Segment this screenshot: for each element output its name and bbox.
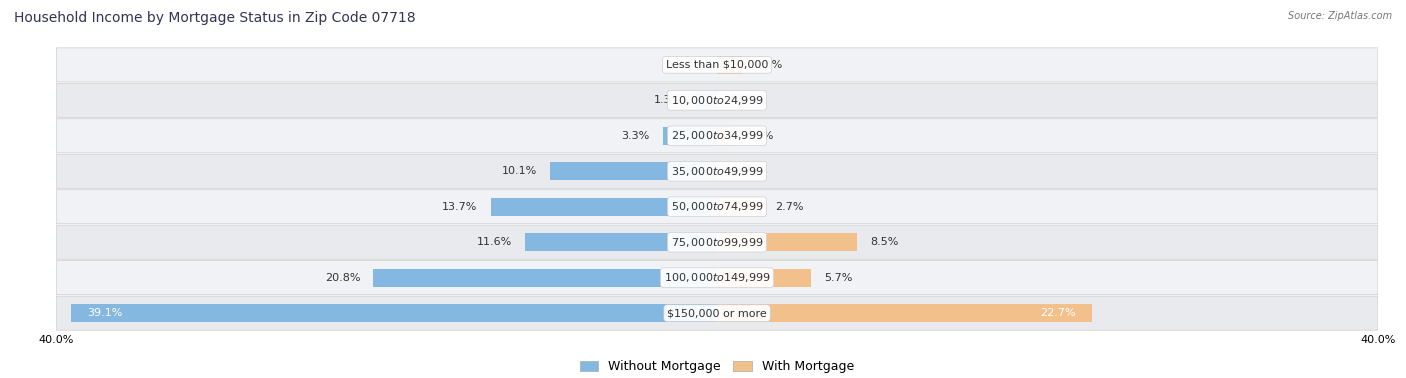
FancyBboxPatch shape xyxy=(56,190,1378,224)
Text: 0.9%: 0.9% xyxy=(745,131,773,141)
Bar xyxy=(717,56,742,74)
Text: 39.1%: 39.1% xyxy=(87,308,122,318)
Text: 5.7%: 5.7% xyxy=(824,273,853,283)
Text: 1.3%: 1.3% xyxy=(654,95,682,105)
Text: 20.8%: 20.8% xyxy=(325,273,360,283)
FancyBboxPatch shape xyxy=(56,296,1378,330)
Text: Household Income by Mortgage Status in Zip Code 07718: Household Income by Mortgage Status in Z… xyxy=(14,11,416,25)
Bar xyxy=(717,198,762,215)
Text: 2.7%: 2.7% xyxy=(775,202,803,212)
Text: $25,000 to $34,999: $25,000 to $34,999 xyxy=(671,129,763,142)
Text: 11.6%: 11.6% xyxy=(477,237,512,247)
Bar xyxy=(696,91,717,109)
Bar xyxy=(72,304,717,322)
FancyBboxPatch shape xyxy=(56,154,1378,188)
Text: 13.7%: 13.7% xyxy=(441,202,478,212)
Bar xyxy=(491,198,717,215)
Bar xyxy=(526,233,717,251)
Bar xyxy=(717,233,858,251)
Text: $100,000 to $149,999: $100,000 to $149,999 xyxy=(664,271,770,284)
FancyBboxPatch shape xyxy=(56,83,1378,117)
Text: $50,000 to $74,999: $50,000 to $74,999 xyxy=(671,200,763,213)
Text: Less than $10,000: Less than $10,000 xyxy=(666,60,768,70)
Text: $75,000 to $99,999: $75,000 to $99,999 xyxy=(671,236,763,249)
Bar xyxy=(374,269,717,287)
Bar xyxy=(550,163,717,180)
FancyBboxPatch shape xyxy=(56,225,1378,259)
Text: 8.5%: 8.5% xyxy=(870,237,898,247)
Text: Source: ZipAtlas.com: Source: ZipAtlas.com xyxy=(1288,11,1392,21)
Bar xyxy=(717,269,811,287)
FancyBboxPatch shape xyxy=(56,261,1378,295)
Text: $10,000 to $24,999: $10,000 to $24,999 xyxy=(671,94,763,107)
Text: 22.7%: 22.7% xyxy=(1040,308,1076,318)
Text: 0.0%: 0.0% xyxy=(676,60,704,70)
Bar xyxy=(717,127,733,145)
Text: 1.5%: 1.5% xyxy=(755,60,783,70)
Text: $150,000 or more: $150,000 or more xyxy=(668,308,766,318)
Text: 0.0%: 0.0% xyxy=(730,95,758,105)
Legend: Without Mortgage, With Mortgage: Without Mortgage, With Mortgage xyxy=(575,355,859,378)
Text: 10.1%: 10.1% xyxy=(502,166,537,176)
FancyBboxPatch shape xyxy=(56,48,1378,82)
Bar xyxy=(717,304,1092,322)
Text: $35,000 to $49,999: $35,000 to $49,999 xyxy=(671,165,763,178)
FancyBboxPatch shape xyxy=(56,119,1378,153)
Text: 3.3%: 3.3% xyxy=(621,131,650,141)
Bar xyxy=(662,127,717,145)
Text: 0.0%: 0.0% xyxy=(730,166,758,176)
